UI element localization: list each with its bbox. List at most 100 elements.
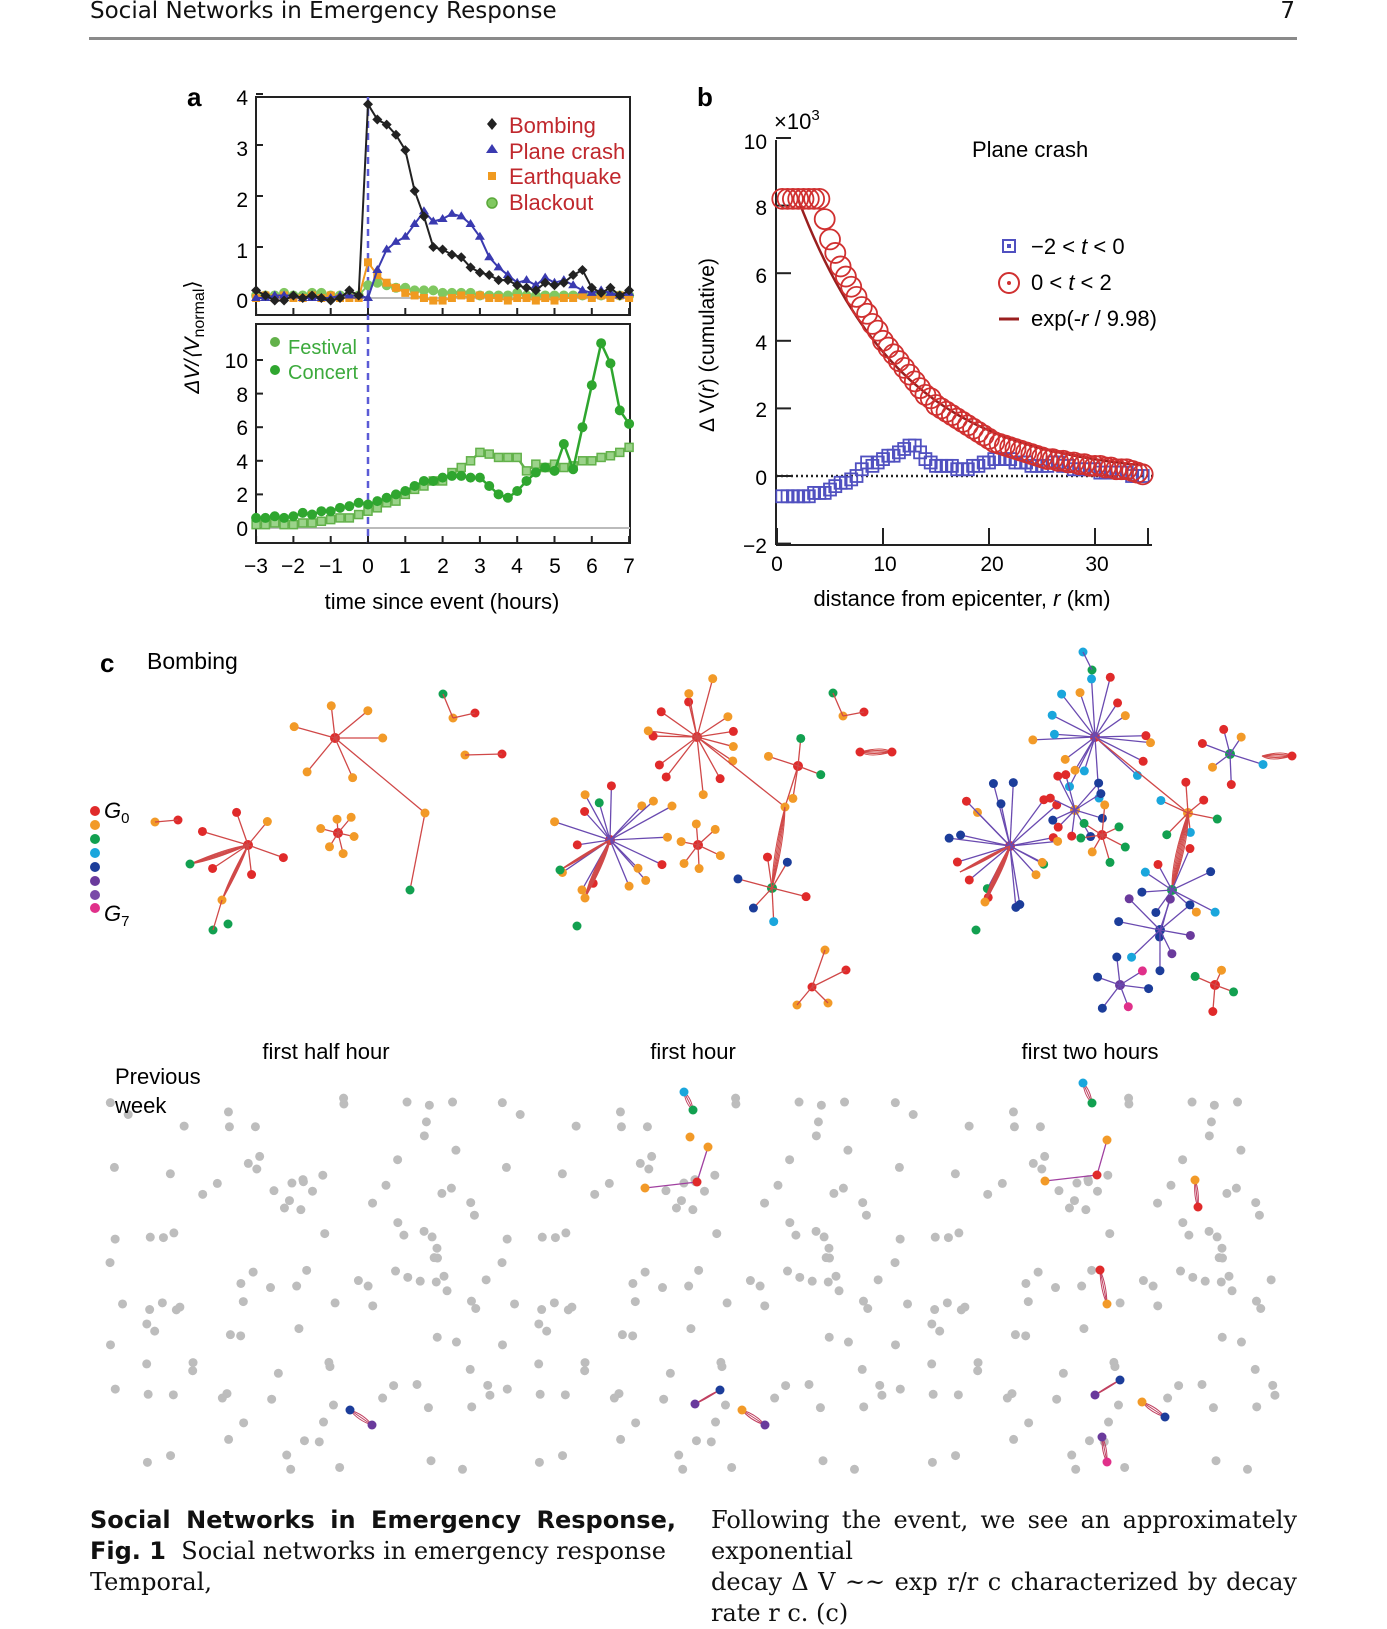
network-node (188, 1366, 197, 1375)
ytick-label: 0 (755, 467, 767, 490)
network-node (1077, 1282, 1086, 1291)
network-node (424, 1403, 433, 1412)
network-node (1166, 895, 1175, 904)
network-edge (1172, 813, 1188, 890)
network-edge (1054, 734, 1095, 737)
network-node (1201, 1277, 1210, 1286)
ylabel-sub: normal (191, 289, 208, 338)
network-node (503, 1235, 512, 1244)
network-node (1188, 1098, 1197, 1107)
ylabel-main: ΔV/⟨V (181, 336, 204, 395)
network-node (427, 1456, 436, 1465)
data-point (466, 473, 475, 482)
network-node (111, 1385, 120, 1394)
col-label-two-hours: first two hours (1022, 1039, 1159, 1064)
network-node (189, 1358, 198, 1367)
legend-text: < 2 (1074, 270, 1111, 295)
network-node (1050, 730, 1059, 739)
data-point (513, 294, 521, 302)
network-node (1268, 1381, 1277, 1390)
network-node (1218, 1333, 1227, 1342)
network-edge (1075, 737, 1095, 770)
network-node (1072, 1179, 1081, 1188)
network-node (166, 1451, 175, 1460)
ytick-label: 3 (236, 138, 248, 161)
legend-label-festival: Festival (288, 337, 357, 359)
data-point (588, 457, 596, 465)
g-sub: 7 (121, 913, 129, 930)
network-node (618, 1330, 627, 1339)
network-node (573, 922, 582, 931)
network-node (169, 1390, 178, 1399)
network-node (805, 1380, 814, 1389)
network-node (1103, 1300, 1112, 1309)
network-node (239, 1418, 248, 1427)
network-node (483, 1381, 492, 1390)
data-point (438, 288, 447, 297)
legend-text: / 9.98) (1088, 306, 1156, 331)
network-node (577, 885, 586, 894)
network-node (393, 1218, 402, 1227)
network-node (875, 1381, 884, 1390)
network-node (684, 697, 693, 706)
network-node (1080, 766, 1089, 775)
network-node (1229, 987, 1238, 996)
network-node (704, 1143, 713, 1152)
xtick-label: 0 (362, 555, 374, 578)
network-node (662, 772, 671, 781)
network-edge (237, 812, 248, 845)
data-point (569, 294, 577, 302)
data-point (447, 209, 457, 217)
bombing-networks (151, 648, 1297, 1017)
network-node (1048, 711, 1057, 720)
network-node (738, 1406, 747, 1415)
network-node (1127, 953, 1136, 962)
xtick-label: 1 (399, 555, 411, 578)
col-label-half-hour: first half hour (262, 1039, 389, 1064)
network-node (294, 1324, 303, 1333)
network-node (432, 1244, 441, 1253)
network-node (616, 1107, 625, 1116)
network-edge (812, 987, 828, 1003)
network-node (285, 1196, 294, 1205)
network-node (1071, 1465, 1080, 1474)
network-node (433, 1333, 442, 1342)
data-point (475, 473, 484, 482)
ytick-label: 6 (755, 265, 767, 288)
network-node (1076, 688, 1085, 697)
network-node (1199, 796, 1208, 805)
network-node (891, 1098, 900, 1107)
network-node (1139, 1276, 1148, 1285)
data-point (336, 503, 345, 512)
network-node (832, 1272, 841, 1281)
network-node (498, 1098, 507, 1107)
network-node (641, 1268, 650, 1277)
network-node (1155, 966, 1164, 975)
network-node (381, 1181, 390, 1190)
network-node (1116, 1376, 1125, 1385)
network-node (1087, 1266, 1096, 1275)
network-edge (213, 900, 222, 930)
network-edge (610, 801, 653, 840)
network-node (252, 1164, 261, 1173)
network-node (106, 1340, 115, 1349)
panel-b-letter: b (697, 82, 713, 112)
network-node (1009, 778, 1018, 787)
ytick-label: 10 (225, 350, 248, 373)
network-node (1217, 1277, 1226, 1286)
network-node (303, 767, 312, 776)
network-node (688, 1205, 697, 1214)
network-node (1053, 772, 1062, 781)
legend-text: < 0 (1087, 234, 1124, 259)
legend-label-after: 0 < t < 2 (1031, 270, 1112, 295)
network-node (756, 1282, 765, 1291)
network-node (644, 1164, 653, 1173)
network-node (1067, 1451, 1076, 1460)
network-node (1048, 816, 1057, 825)
network-edge (1230, 754, 1263, 764)
caption-left-line2: Fig. 1 Social networks in emergency resp… (90, 1536, 676, 1598)
data-point (485, 294, 493, 302)
network-node (636, 1159, 645, 1168)
caption-bold-word: Networks (186, 1505, 315, 1536)
network-node (783, 858, 792, 867)
